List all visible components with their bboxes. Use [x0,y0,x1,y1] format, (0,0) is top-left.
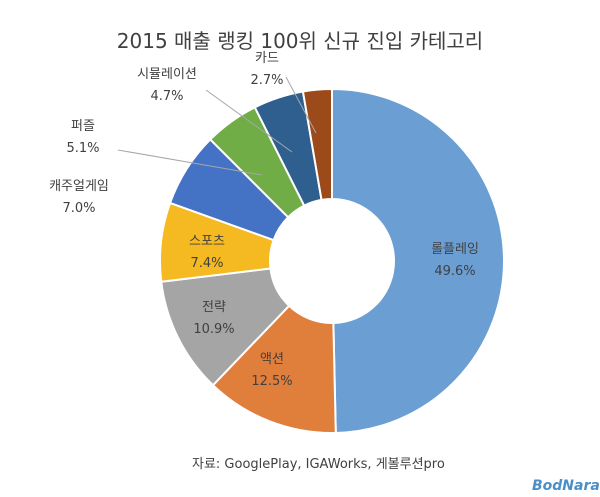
slice-label-시뮬레이션: 시뮬레이션 4.7% [137,67,197,104]
value-label: 2.7% [250,73,283,88]
slice-롤플레잉 [331,87,505,434]
logo-text: BodNara [532,478,600,494]
value-label: 49.6% [434,264,475,279]
bodnara-logo: BodNara [532,478,600,494]
category-label: 카드 [255,51,279,66]
source-note: 자료: GooglePlay, IGAWorks, 게볼루션pro [192,457,445,472]
slice-label-카드: 카드 2.7% [250,51,283,88]
value-label: 12.5% [251,374,292,389]
category-label: 액션 [260,352,284,367]
leader-line [205,89,293,153]
slice-label-액션: 액션 12.5% [251,352,292,389]
slice-카드 [301,87,333,202]
value-label: 4.7% [150,89,183,104]
category-label: 스포츠 [189,234,225,249]
leader-line [285,76,317,134]
slice-label-롤플레잉: 롤플레잉 49.6% [431,242,479,279]
category-label: 캐주얼게임 [49,179,109,194]
chart-title: 2015 매출 랭킹 100위 신규 진입 카테고리 [117,29,483,53]
slice-label-캐주얼게임: 캐주얼게임 7.0% [49,179,109,216]
leader-line [117,149,263,176]
category-label: 전략 [202,300,226,315]
value-label: 7.0% [62,201,95,216]
value-label: 5.1% [66,141,99,156]
label-box [177,228,237,270]
category-label: 롤플레잉 [431,242,479,257]
category-label: 시뮬레이션 [137,67,197,82]
category-label: 퍼즐 [71,119,95,134]
slice-액션 [211,304,337,434]
value-label: 10.9% [193,322,234,337]
leader-lines-group [117,76,317,176]
slice-label-퍼즐: 퍼즐 5.1% [66,119,99,156]
slice-label-전략: 전략 10.9% [193,300,234,337]
value-label: 7.4% [190,256,223,271]
slice-labels-group: 롤플레잉 49.6% 액션 12.5% 전략 10.9% 스포츠 7.4% 캐주얼게임 7.0% 퍼… [49,51,479,389]
slice-label-스포츠: 스포츠 7.4% [177,228,237,271]
